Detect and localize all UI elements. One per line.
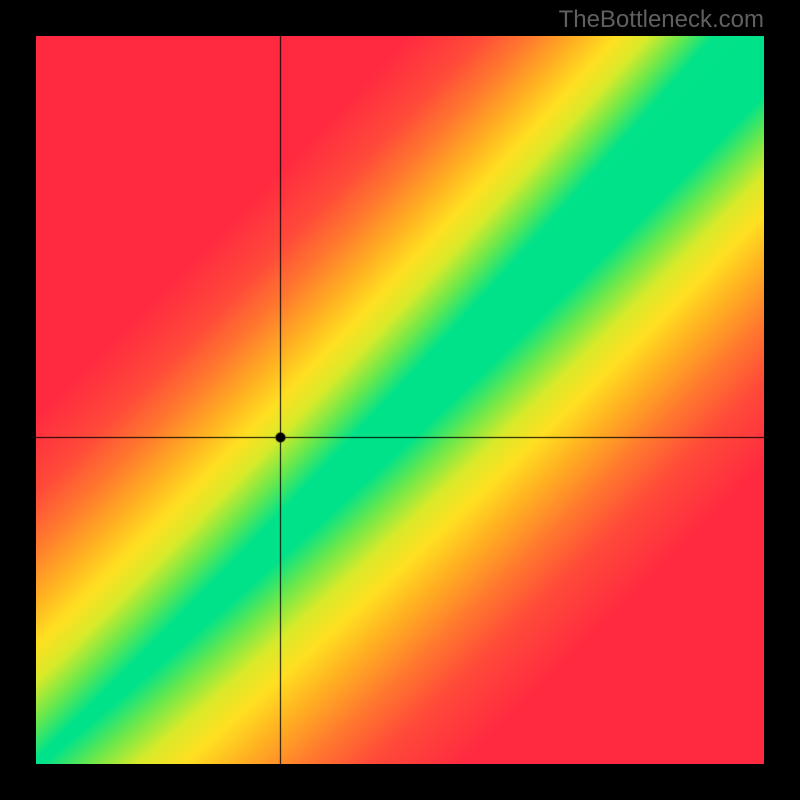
bottleneck-heatmap (36, 36, 764, 764)
watermark-text: TheBottleneck.com (559, 6, 764, 34)
